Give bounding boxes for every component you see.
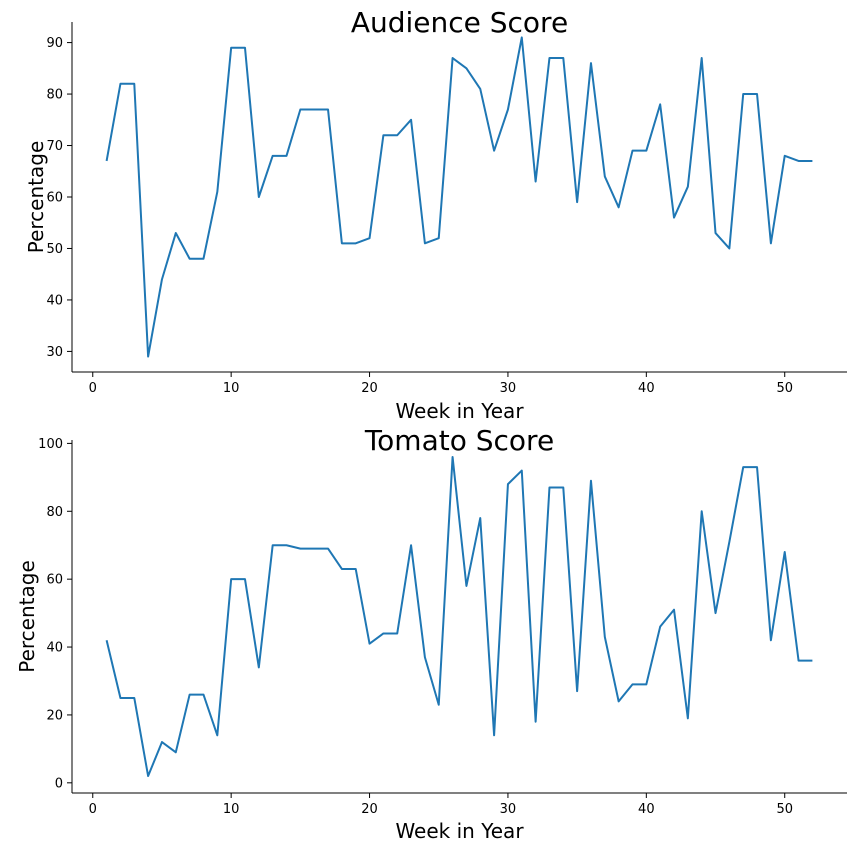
- x-axis-title: Week in Year: [395, 399, 524, 423]
- series-line-1: [105, 455, 813, 778]
- y-tick-label: 40: [46, 293, 63, 308]
- x-tick-label: 40: [638, 381, 655, 396]
- y-axis-title: Percentage: [15, 560, 39, 673]
- y-axis-title: Percentage: [24, 141, 48, 254]
- x-tick-label: 10: [223, 381, 240, 396]
- x-tick-label: 0: [89, 381, 97, 396]
- x-tick-label: 10: [223, 802, 240, 817]
- y-tick-label: 0: [55, 776, 63, 791]
- series-line-1: [105, 36, 813, 358]
- y-tick-label: 30: [46, 345, 63, 360]
- y-tick-label: 90: [46, 36, 63, 51]
- y-tick-label: 60: [46, 191, 63, 206]
- chart-panel-1: 0 10 20 30 40 50 30 40 50 60 70 80 90 Audience Score W…: [24, 6, 847, 423]
- x-tick-label: 0: [89, 802, 97, 817]
- x-tick-label: 50: [776, 381, 793, 396]
- y-tick-label: 70: [46, 139, 63, 154]
- x-tick-label: 50: [776, 802, 793, 817]
- y-tick-label: 50: [46, 242, 63, 257]
- chart-title: Audience Score: [351, 6, 568, 39]
- x-axis-title: Week in Year: [395, 819, 524, 843]
- y-tick-label: 100: [38, 437, 63, 452]
- x-tick-label: 20: [361, 802, 378, 817]
- y-tick-label: 40: [46, 641, 63, 656]
- chart-title: Tomato Score: [364, 424, 554, 457]
- y-tick-label: 60: [46, 573, 63, 588]
- x-tick-label: 20: [361, 381, 378, 396]
- x-tick-label: 40: [638, 802, 655, 817]
- x-tick-label: 30: [500, 381, 517, 396]
- chart-panel-2: 0 10 20 30 40 50 0 20 40 60 80 100 Tomato Score Week …: [15, 424, 847, 843]
- y-tick-label: 20: [46, 708, 63, 723]
- x-tick-label: 30: [500, 802, 517, 817]
- y-tick-label: 80: [46, 88, 63, 103]
- y-tick-label: 80: [46, 505, 63, 520]
